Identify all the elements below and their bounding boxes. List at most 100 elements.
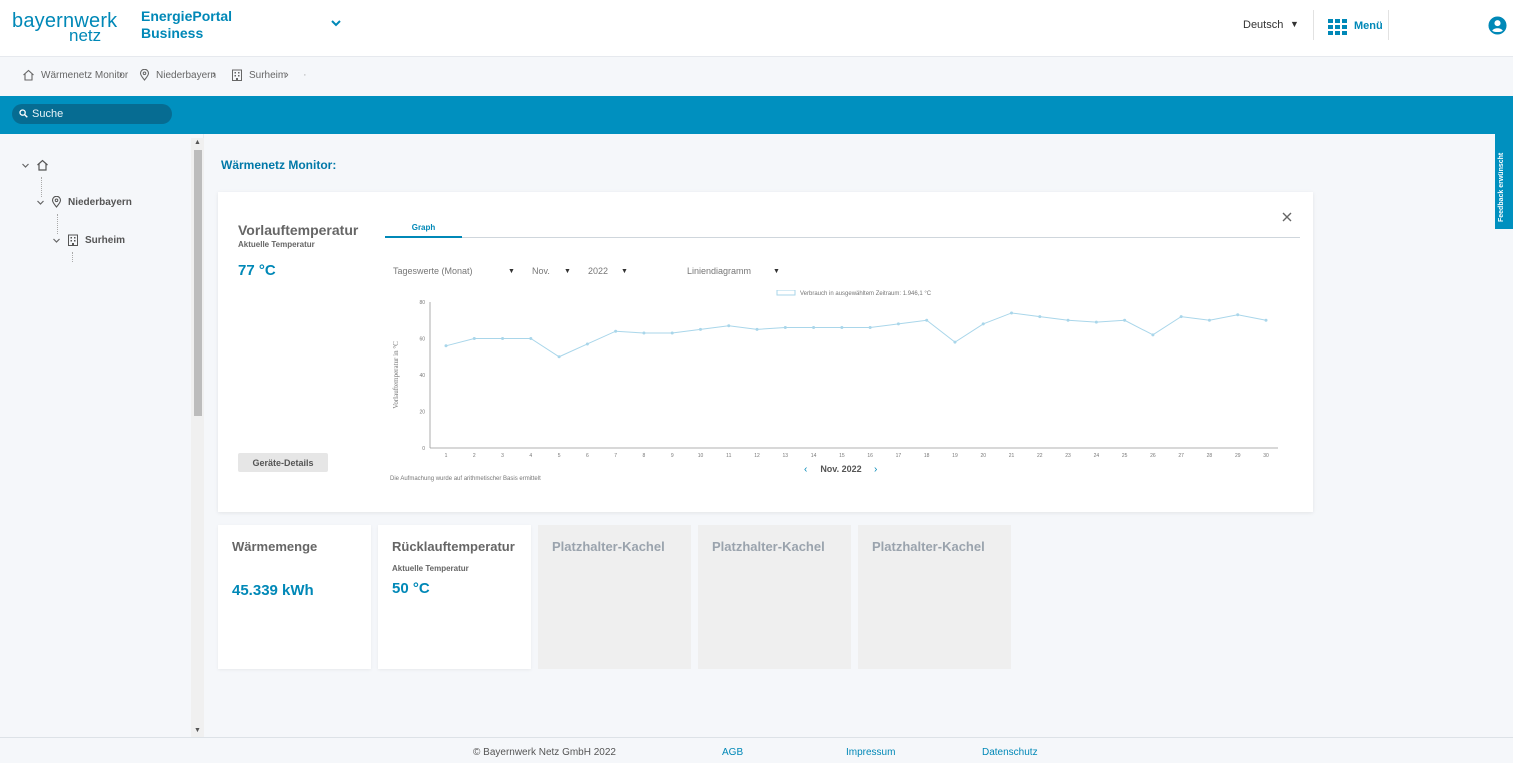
device-details-button[interactable]: Geräte-Details: [238, 453, 328, 472]
x-tick-label: 13: [783, 453, 789, 459]
language-select[interactable]: Deutsch: [1243, 19, 1284, 31]
caret-down-icon[interactable]: ▼: [1290, 19, 1299, 29]
month-navigation: ‹ Nov. 2022 ›: [804, 464, 877, 475]
sidebar-tree: Niederbayern Surheim: [0, 134, 204, 737]
data-point: [1236, 313, 1240, 317]
caret-down-icon[interactable]: ▼: [508, 268, 515, 275]
caret-down-icon[interactable]: ▼: [621, 268, 628, 275]
month-select[interactable]: Nov.: [532, 266, 550, 276]
top-header: bayernwerk netz EnergiePortal Business D…: [0, 0, 1513, 57]
data-point: [1038, 315, 1042, 319]
tile-heat-quantity[interactable]: Wärmemenge 45.339 kWh: [218, 525, 371, 669]
next-month-icon[interactable]: ›: [874, 464, 877, 475]
logo-line2: netz: [69, 26, 102, 45]
tree-node-site[interactable]: Surheim: [52, 234, 125, 246]
caret-down-icon[interactable]: ▼: [773, 268, 780, 275]
search-bar: [0, 96, 1513, 134]
breadcrumb-item-region[interactable]: Niederbayern: [139, 69, 216, 81]
chevron-down-icon[interactable]: [329, 16, 343, 30]
data-point: [840, 326, 844, 330]
data-point: [755, 327, 759, 331]
temperature-line-chart: Verbrauch in ausgewähltem Zeitraum: 1.94…: [392, 290, 1278, 475]
x-tick-label: 4: [529, 453, 532, 459]
chevron-right-icon: ›: [119, 69, 123, 81]
scroll-thumb[interactable]: [194, 150, 202, 416]
sidebar-scrollbar[interactable]: ▲ ▼: [191, 138, 204, 737]
scroll-down-arrow-icon[interactable]: ▼: [194, 727, 201, 734]
tile-placeholder: Platzhalter-Kachel: [698, 525, 851, 669]
user-account-icon[interactable]: [1488, 16, 1507, 35]
data-point: [783, 326, 787, 330]
portal-line2: Business: [141, 25, 204, 41]
data-point: [1066, 318, 1070, 322]
tree-node-region[interactable]: Niederbayern: [36, 196, 132, 208]
legend-swatch: [776, 290, 796, 296]
data-point: [896, 322, 900, 326]
legend-label: Verbrauch in ausgewähltem Zeitraum: 1.94…: [800, 291, 932, 297]
tree-label-region: Niederbayern: [68, 196, 132, 208]
x-tick-label: 28: [1207, 453, 1213, 459]
year-select[interactable]: 2022: [588, 266, 609, 276]
chevron-down-icon[interactable]: [36, 198, 45, 207]
breadcrumb-trailing: ·: [303, 69, 307, 81]
breadcrumb-label: Wärmenetz Monitor: [41, 69, 129, 81]
caret-down-icon[interactable]: ▼: [564, 268, 571, 275]
x-tick-label: 30: [1263, 453, 1269, 459]
portal-name: EnergiePortal Business: [141, 8, 232, 42]
card-title: Vorlauftemperatur: [238, 222, 359, 238]
portal-line1: EnergiePortal: [141, 8, 233, 24]
data-point: [1151, 333, 1155, 337]
footer: © Bayernwerk Netz GmbH 2022 AGB Impressu…: [0, 737, 1513, 763]
feedback-tab[interactable]: Feedback erwünscht: [1495, 134, 1513, 229]
search-input[interactable]: [32, 105, 167, 123]
tile-title: Platzhalter-Kachel: [872, 539, 985, 554]
data-point: [614, 329, 618, 333]
period-select[interactable]: Tageswerte (Monat): [393, 266, 473, 276]
location-pin-icon: [51, 196, 62, 208]
close-icon[interactable]: [1280, 210, 1294, 224]
y-tick-label: 60: [419, 337, 425, 343]
bayernwerk-logo[interactable]: bayernwerk netz: [12, 10, 122, 45]
chevron-down-icon[interactable]: [21, 161, 30, 170]
data-point: [1123, 318, 1127, 322]
data-point: [1094, 320, 1098, 324]
tile-value: 45.339 kWh: [232, 582, 314, 599]
data-point: [812, 326, 816, 330]
footer-link-impressum[interactable]: Impressum: [846, 747, 896, 758]
x-tick-label: 1: [445, 453, 448, 459]
x-tick-label: 18: [924, 453, 930, 459]
x-tick-label: 12: [754, 453, 760, 459]
data-point: [529, 337, 533, 340]
x-tick-label: 15: [839, 453, 845, 459]
y-axis-label: Vorlauftemperatur in °C: [392, 341, 400, 409]
y-tick-label: 20: [419, 410, 425, 416]
x-tick-label: 27: [1178, 453, 1184, 459]
temperature-card: Vorlauftemperatur Aktuelle Temperatur 77…: [218, 192, 1313, 512]
grid-icon: [1328, 18, 1347, 35]
previous-month-icon[interactable]: ‹: [804, 464, 807, 475]
y-tick-label: 0: [422, 446, 425, 452]
tile-return-temperature[interactable]: Rücklauftemperatur Aktuelle Temperatur 5…: [378, 525, 531, 669]
x-tick-label: 23: [1065, 453, 1071, 459]
tree-node-home[interactable]: [21, 159, 55, 171]
x-tick-label: 21: [1009, 453, 1015, 459]
chevron-down-icon[interactable]: [52, 236, 61, 245]
data-point: [925, 318, 929, 322]
data-point: [670, 331, 674, 335]
breadcrumb-item-monitor[interactable]: Wärmenetz Monitor: [22, 69, 128, 81]
tab-graph[interactable]: Graph: [385, 222, 462, 238]
chart-type-select[interactable]: Liniendiagramm: [687, 266, 752, 276]
tile-placeholder: Platzhalter-Kachel: [538, 525, 691, 669]
data-point: [1179, 315, 1183, 319]
data-point: [981, 322, 985, 326]
search-field[interactable]: [12, 104, 172, 124]
footer-link-datenschutz[interactable]: Datenschutz: [982, 747, 1038, 758]
menu-button[interactable]: Menü: [1328, 17, 1383, 35]
chart-legend: Verbrauch in ausgewähltem Zeitraum: 1.94…: [776, 290, 932, 297]
breadcrumb-item-site[interactable]: Surheim: [231, 69, 286, 81]
x-tick-label: 5: [558, 453, 561, 459]
scroll-up-arrow-icon[interactable]: ▲: [194, 139, 201, 146]
footer-link-agb[interactable]: AGB: [722, 747, 744, 758]
tile-placeholder: Platzhalter-Kachel: [858, 525, 1011, 669]
data-point: [953, 340, 957, 344]
